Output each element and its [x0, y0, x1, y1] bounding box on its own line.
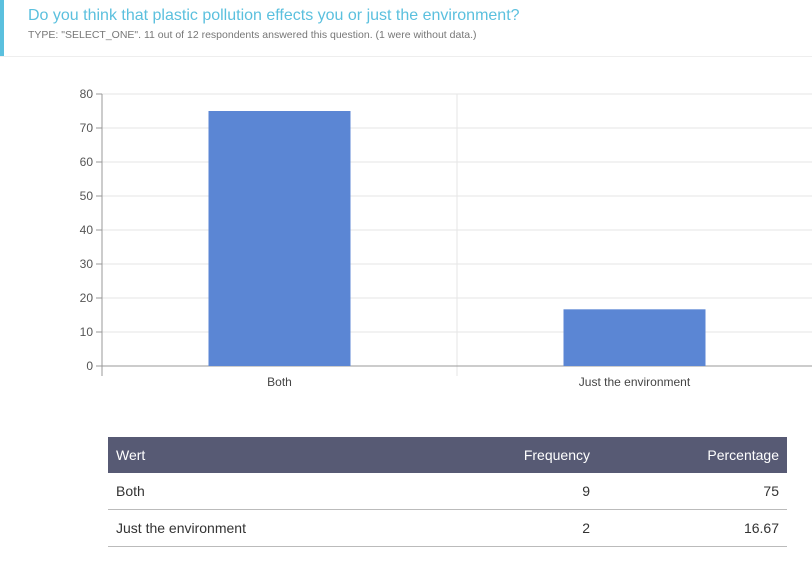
bar: [208, 111, 351, 366]
header-value: Wert: [108, 437, 412, 473]
row-percentage: 16.67: [598, 509, 787, 547]
question-title: Do you think that plastic pollution effe…: [28, 7, 520, 24]
header-frequency: Frequency: [412, 437, 598, 473]
y-tick-label: 0: [86, 359, 93, 373]
x-tick-label: Just the environment: [579, 375, 691, 389]
y-tick-label: 70: [80, 121, 94, 135]
question-meta: TYPE: "SELECT_ONE". 11 out of 12 respond…: [28, 29, 477, 41]
frequency-table: Wert Frequency Percentage Both 9 75 Just…: [108, 437, 787, 547]
header-percentage: Percentage: [598, 437, 787, 473]
x-tick-label: Both: [267, 375, 292, 389]
bar-chart: 0 10 20 30 40 50 60 70 80 Both Just the environmen…: [80, 87, 812, 389]
row-percentage: 75: [598, 473, 787, 510]
row-value: Both: [108, 473, 412, 510]
accent-bar: [0, 0, 4, 56]
row-value: Just the environment: [108, 509, 412, 547]
table-row: Both 9 75: [108, 473, 787, 510]
question-header: Do you think that plastic pollution effe…: [28, 6, 812, 41]
header-divider: [0, 56, 812, 57]
y-tick-label: 30: [80, 257, 94, 271]
y-tick-label: 80: [80, 87, 94, 101]
y-tick-label: 40: [80, 223, 94, 237]
y-tick-label: 60: [80, 155, 94, 169]
row-frequency: 2: [412, 509, 598, 547]
row-frequency: 9: [412, 473, 598, 510]
table-row: Just the environment 2 16.67: [108, 509, 787, 547]
bar: [563, 309, 706, 366]
y-tick-label: 10: [80, 325, 94, 339]
table-header-row: Wert Frequency Percentage: [108, 437, 787, 473]
y-tick-label: 50: [80, 189, 94, 203]
y-tick-label: 20: [80, 291, 94, 305]
